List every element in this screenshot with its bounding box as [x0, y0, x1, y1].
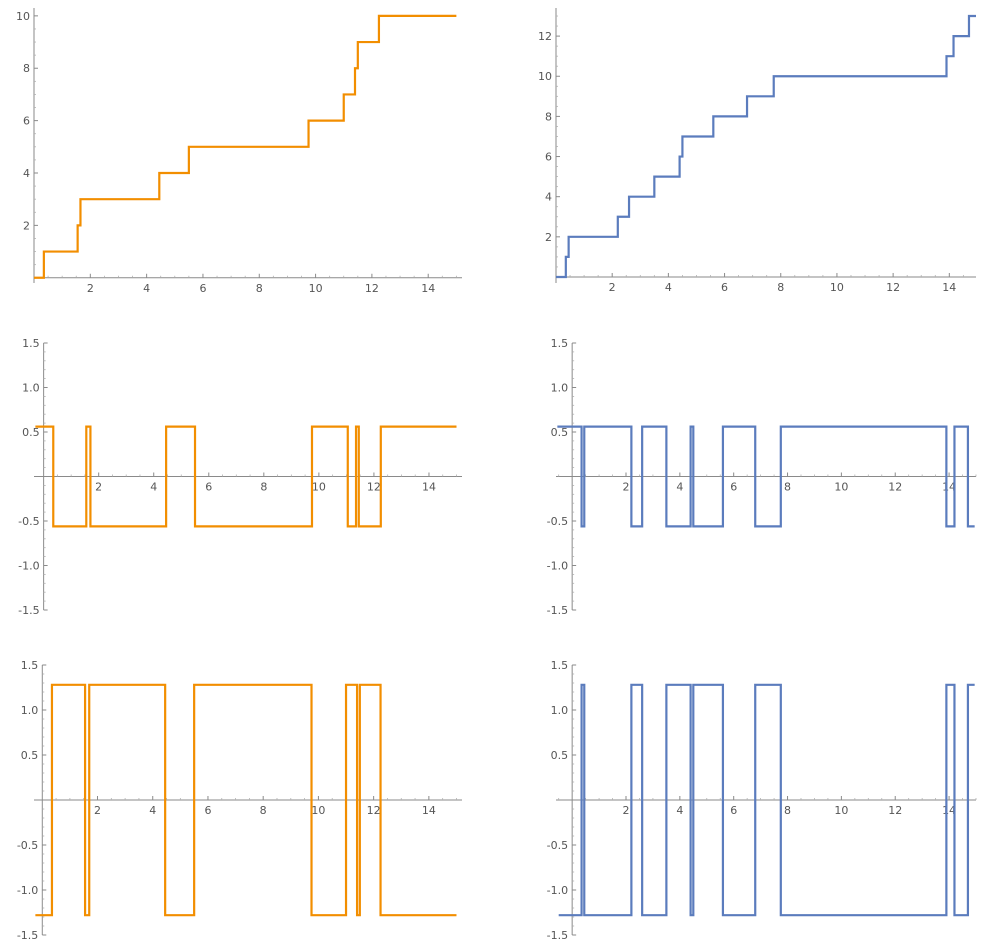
x-tick-label: 4	[149, 804, 156, 817]
y-tick-label: 10	[538, 70, 552, 83]
chart-panel-6: 2 4 6 8 10 12 14-1.5-1.0-0.50.51.01.5	[547, 659, 977, 942]
y-tick-label: -1.0	[547, 560, 568, 573]
y-tick-label: 1.5	[21, 659, 39, 672]
y-tick-label: -0.5	[547, 515, 568, 528]
x-tick-label: 14	[942, 281, 956, 294]
y-tick-label: 6	[545, 151, 552, 164]
x-tick-label: 14	[421, 282, 435, 295]
x-tick-label: 10	[312, 481, 326, 494]
x-tick-label: 10	[830, 281, 844, 294]
y-tick-label: 1.0	[22, 382, 40, 395]
x-tick-label: 2	[95, 481, 102, 494]
x-tick-label: 2	[94, 804, 101, 817]
x-tick-label: 14	[422, 804, 436, 817]
x-tick-label: 12	[888, 481, 902, 494]
x-tick-label: 14	[422, 481, 436, 494]
y-tick-label: 4	[545, 191, 552, 204]
y-tick-label: -1.5	[547, 929, 568, 942]
series-line	[35, 425, 457, 528]
series-line	[557, 425, 975, 528]
x-tick-label: 2	[623, 481, 630, 494]
x-tick-label: 4	[676, 481, 683, 494]
x-tick-label: 4	[665, 281, 672, 294]
y-tick-label: -0.5	[18, 515, 39, 528]
x-tick-label: 10	[834, 481, 848, 494]
x-tick-label: 8	[784, 804, 791, 817]
y-tick-label: -1.0	[17, 884, 38, 897]
y-tick-label: 1.5	[551, 337, 569, 350]
y-tick-label: -1.0	[18, 560, 39, 573]
y-tick-label: -1.5	[547, 604, 568, 617]
y-tick-label: 0.5	[21, 749, 39, 762]
series-line	[34, 14, 457, 279]
x-tick-label: 4	[150, 481, 157, 494]
x-tick-label: 8	[784, 481, 791, 494]
y-tick-label: 0.5	[551, 749, 569, 762]
chart-panel-4: 2 4 6 8 10 12 14-1.5-1.0-0.50.51.01.5	[547, 337, 977, 617]
x-tick-label: 12	[888, 804, 902, 817]
y-tick-label: 1.5	[551, 659, 569, 672]
y-tick-label: -1.5	[17, 929, 38, 942]
y-tick-label: 2	[545, 231, 552, 244]
y-tick-label: 10	[16, 10, 30, 23]
y-tick-label: -1.0	[547, 884, 568, 897]
chart-panel-3: 2 4 6 8 10 12 14 -1.5 -1.0 -0.5 0.5 1.0 1.5	[18, 337, 462, 617]
x-tick-label: 2	[623, 804, 630, 817]
series-line	[35, 683, 457, 917]
y-tick-label: 8	[545, 110, 552, 123]
y-tick-label: 0.5	[551, 426, 569, 439]
y-tick-label: 12	[538, 30, 552, 43]
x-tick-label: 2	[87, 282, 94, 295]
x-tick-label: 8	[260, 804, 267, 817]
y-tick-label: 1.0	[551, 382, 569, 395]
x-tick-label: 6	[199, 282, 206, 295]
y-tick-label: -0.5	[17, 839, 38, 852]
x-tick-label: 6	[204, 804, 211, 817]
y-tick-label: -1.5	[18, 604, 39, 617]
x-tick-label: 8	[256, 282, 263, 295]
x-tick-label: 10	[834, 804, 848, 817]
chart-panel-1: 2 4 6 8 10 12 14 2 4 6 8 10	[16, 8, 462, 295]
series-line	[558, 683, 975, 917]
y-tick-label: 2	[23, 219, 30, 232]
x-tick-label: 8	[260, 481, 267, 494]
x-tick-label: 12	[367, 804, 381, 817]
y-tick-label: 4	[23, 167, 30, 180]
x-tick-label: 6	[730, 481, 737, 494]
chart-panel-2: 2 4 6 8 10 12 14 2 4 6 8 10 12	[538, 8, 976, 294]
x-tick-label: 12	[365, 282, 379, 295]
x-tick-label: 6	[721, 281, 728, 294]
y-tick-label: 1.5	[22, 337, 40, 350]
x-tick-label: 12	[367, 481, 381, 494]
x-tick-label: 4	[143, 282, 150, 295]
x-tick-label: 12	[886, 281, 900, 294]
y-tick-label: -0.5	[547, 839, 568, 852]
x-tick-label: 4	[676, 804, 683, 817]
y-tick-label: 1.0	[551, 704, 569, 717]
series-line	[556, 14, 976, 279]
x-tick-label: 10	[311, 804, 325, 817]
y-tick-label: 0.5	[22, 426, 40, 439]
chart-panel-5: 2 4 6 8 10 12 14 -1.5 -1.0 -0.5 0.5 1.0 1.5	[17, 659, 462, 942]
x-tick-label: 2	[609, 281, 616, 294]
y-tick-label: 1.0	[21, 704, 39, 717]
x-tick-label: 6	[730, 804, 737, 817]
x-tick-label: 6	[205, 481, 212, 494]
y-tick-label: 6	[23, 115, 30, 128]
y-tick-label: 8	[23, 62, 30, 75]
x-tick-label: 8	[777, 281, 784, 294]
x-tick-label: 10	[309, 282, 323, 295]
